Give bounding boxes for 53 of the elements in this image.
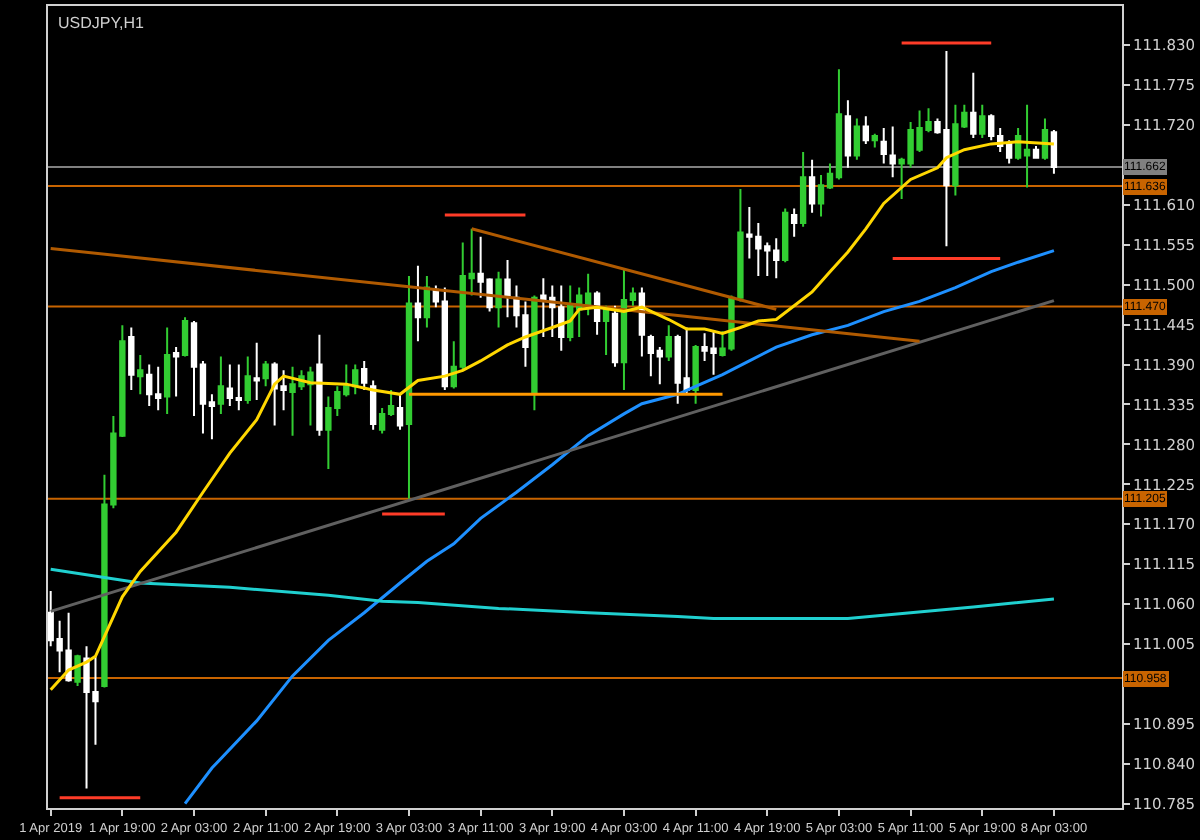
candlestick <box>871 132 878 149</box>
candlestick <box>154 365 162 412</box>
candlestick <box>665 324 672 362</box>
candlestick <box>647 333 655 378</box>
candlestick <box>799 150 807 228</box>
candlestick <box>1041 117 1049 161</box>
candlestick <box>862 115 870 145</box>
candlestick <box>396 393 404 431</box>
candlestick <box>835 68 843 181</box>
candlestick <box>979 103 986 140</box>
candlestick <box>808 158 816 214</box>
candlestick <box>611 304 619 368</box>
candlestick <box>369 379 377 431</box>
candlestick <box>163 326 171 415</box>
candlestick <box>253 341 260 402</box>
candlestick <box>172 346 180 398</box>
candlestick <box>226 363 234 407</box>
candlestick <box>495 270 502 329</box>
text: USDJPY,H1 <box>58 14 146 32</box>
candlestick <box>853 117 861 161</box>
candlestick <box>602 304 610 357</box>
candlestick <box>146 363 153 407</box>
candlestick <box>316 333 323 437</box>
candlestick <box>1050 129 1058 175</box>
candlestick <box>441 286 449 391</box>
candlestick <box>889 125 896 179</box>
candlestick <box>504 259 511 319</box>
candlestick <box>782 207 789 264</box>
candlestick <box>405 275 413 500</box>
candlestick <box>531 294 538 412</box>
candlestick <box>244 355 251 405</box>
candlestick <box>235 363 242 412</box>
candlestick <box>181 316 189 358</box>
candlestick <box>790 207 798 238</box>
candlestick <box>423 275 431 329</box>
candlestick <box>137 354 144 396</box>
candlestick <box>128 326 135 391</box>
candlestick <box>1023 103 1031 189</box>
line-series <box>183 249 1056 806</box>
candlestick <box>414 264 422 343</box>
candlestick <box>737 187 744 303</box>
candlestick <box>1032 145 1040 159</box>
line-series <box>49 567 1056 621</box>
candlestick <box>262 359 269 388</box>
candlestick <box>880 126 887 165</box>
candlestick <box>217 355 225 415</box>
candlestick <box>683 326 690 396</box>
candlestick <box>970 71 977 140</box>
candlestick <box>692 343 699 405</box>
candlestick <box>844 99 852 169</box>
candlestick <box>620 267 628 391</box>
candlestick <box>361 359 368 391</box>
line-series <box>49 140 1056 692</box>
